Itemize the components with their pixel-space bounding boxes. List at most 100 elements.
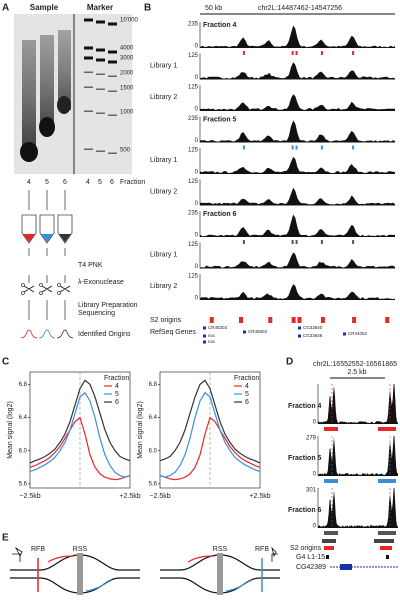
gene-box xyxy=(203,334,206,338)
marker-size: 4000 xyxy=(120,46,134,52)
origin-box xyxy=(324,531,338,535)
signal-track xyxy=(200,252,395,269)
track-label: Library 1 xyxy=(150,62,177,69)
panel-label: C xyxy=(2,357,9,368)
origin-mark xyxy=(291,240,294,244)
marker-size: 3000 xyxy=(120,56,134,62)
y-tick-label: 125 xyxy=(188,274,199,280)
gel-header: Sample xyxy=(30,3,59,12)
x-label: −2.5kb xyxy=(149,493,170,500)
y-axis-label: Mean signal (log2) xyxy=(137,401,144,459)
signal-track xyxy=(200,187,395,206)
signal-track xyxy=(200,120,395,143)
ladder-band xyxy=(96,88,105,90)
panel-a: 10'000 4000 3000 2000 1500 1000 500 4 5 6 4 5 6 Fract… xyxy=(27,18,145,338)
series-line xyxy=(29,391,131,478)
ladder-band xyxy=(84,86,93,88)
y-tick-label: 0 xyxy=(313,420,317,426)
y-tick-label: 301 xyxy=(306,488,317,494)
ladder-band xyxy=(84,71,93,73)
y-tick-label: 279 xyxy=(306,436,317,442)
signal-track xyxy=(318,436,398,476)
gene-box xyxy=(340,564,352,570)
y-tick-label: 235 xyxy=(188,22,199,28)
origin-box xyxy=(268,317,273,323)
y-tick-label: 125 xyxy=(188,85,199,91)
ladder-band xyxy=(84,46,93,50)
y-tick-label: 6.8 xyxy=(19,382,28,388)
y-tick-label: 0 xyxy=(195,201,199,207)
scale-label: 50 kb xyxy=(205,5,222,12)
y-tick-label: 6.4 xyxy=(19,415,28,421)
gene-box xyxy=(203,326,206,330)
origin-mark xyxy=(320,145,323,150)
y-tick-label: 125 xyxy=(188,242,199,248)
x-label: +2.5kb xyxy=(249,493,270,500)
gene-box xyxy=(203,340,206,344)
legend-entry: 5 xyxy=(115,391,119,398)
origin-box xyxy=(239,317,243,323)
origin-mark xyxy=(295,145,298,150)
y-tick-label: 5.6 xyxy=(149,481,158,487)
origin-mark xyxy=(291,51,294,55)
gene-label: CR45503 xyxy=(248,329,268,334)
x-label: −2.5kb xyxy=(19,493,40,500)
ladder-band xyxy=(96,48,105,52)
y-tick-label: 0 xyxy=(313,524,317,530)
origin-box xyxy=(291,317,296,323)
diagram-label: RSS xyxy=(213,546,228,553)
lane-label: 4 xyxy=(27,179,31,186)
gel-band xyxy=(57,96,71,114)
ladder-band xyxy=(108,152,117,154)
ladder-band xyxy=(96,150,105,152)
track-label: Fraction 5 xyxy=(288,455,322,462)
ladder-band xyxy=(108,114,117,116)
legend-title: Fraction xyxy=(234,375,259,382)
gene-label: CR44052 xyxy=(348,331,368,336)
origin-box xyxy=(385,317,390,323)
marker-size: 1000 xyxy=(120,110,134,116)
gel-smear xyxy=(40,35,54,130)
region-label: chr2L:16552552-16561865 xyxy=(313,361,397,368)
track-label: Fraction 6 xyxy=(203,211,237,218)
region-label: chr2L:14487462-14547256 xyxy=(258,5,342,12)
series-line xyxy=(159,379,261,464)
origin-box xyxy=(324,427,338,431)
y-tick-label: 125 xyxy=(188,179,199,185)
signal-track xyxy=(200,214,395,237)
origin-box xyxy=(352,317,357,323)
origin-mark xyxy=(352,240,355,244)
panel-label: D xyxy=(286,357,293,368)
y-tick-label: 235 xyxy=(188,211,199,217)
diagram-label: RFB xyxy=(255,546,269,553)
origin-box xyxy=(378,427,396,431)
track-label: Library 2 xyxy=(150,283,177,290)
genes-label: RefSeq Genes xyxy=(150,329,196,336)
series-line xyxy=(29,416,131,481)
gene-label: noc xyxy=(208,333,216,338)
x-label: +2.5kb xyxy=(119,493,140,500)
ladder-band xyxy=(84,18,93,22)
legend-entry: 5 xyxy=(245,391,249,398)
origins-label: S2 origins xyxy=(150,317,182,324)
track-label: Fraction 4 xyxy=(203,22,237,29)
series-line xyxy=(29,379,131,464)
y-tick-label: 6.4 xyxy=(149,415,158,421)
y-axis-label: Mean signal (log2) xyxy=(7,401,14,459)
y-tick-label: 125 xyxy=(188,53,199,59)
origin-box xyxy=(297,317,302,323)
gene-box xyxy=(298,334,301,338)
ladder-band xyxy=(108,50,117,54)
diagram-label: RSS xyxy=(73,546,88,553)
track-label: Library 1 xyxy=(150,251,177,258)
origin-mark xyxy=(352,51,355,55)
y-tick-label: 235 xyxy=(188,116,199,122)
ladder-band xyxy=(108,60,117,64)
lane-label: 5 xyxy=(98,179,102,186)
origin-mark xyxy=(320,240,323,244)
origin-box xyxy=(324,546,334,550)
lane-label: 6 xyxy=(63,179,67,186)
legend-entry: 4 xyxy=(245,383,249,390)
